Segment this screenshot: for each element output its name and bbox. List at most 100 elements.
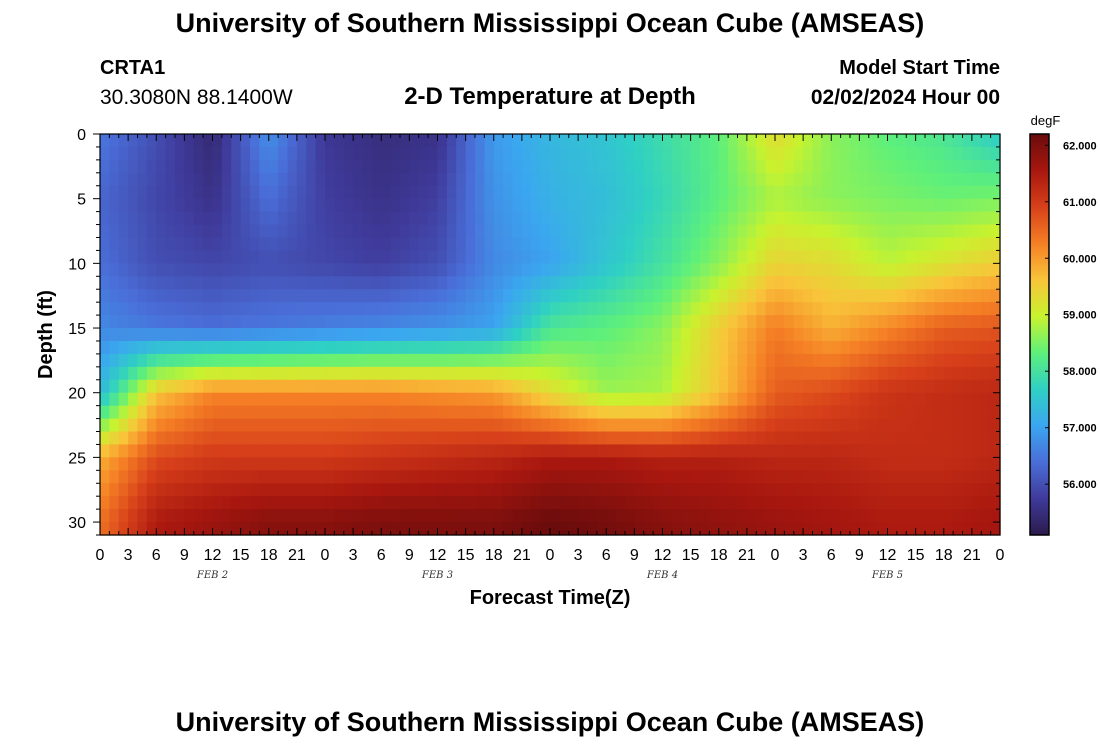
heatmap-cell [793, 315, 804, 329]
heatmap-cell [662, 431, 673, 446]
heatmap-cell [840, 483, 851, 497]
heatmap-cell [278, 418, 289, 433]
heatmap-cell [606, 198, 617, 213]
heatmap-cell [718, 457, 729, 471]
heatmap-cell [484, 185, 495, 200]
x-tick-label: 18 [710, 547, 728, 564]
heatmap-cell [353, 457, 364, 471]
heatmap-cell [671, 522, 682, 536]
heatmap-cell [250, 237, 260, 252]
heatmap-cell [690, 289, 701, 303]
heatmap-cell [596, 211, 607, 226]
heatmap-cell [381, 483, 392, 497]
heatmap-cell [971, 340, 982, 355]
heatmap-cell [221, 276, 232, 290]
heatmap-cell [840, 302, 851, 316]
heatmap-cell [990, 483, 1001, 497]
x-tick-label: 6 [152, 547, 161, 564]
heatmap-cell [606, 302, 617, 316]
heatmap-cell [418, 250, 429, 264]
heatmap-cell [812, 496, 823, 510]
heatmap-cell [990, 470, 1001, 484]
heatmap-cell [221, 224, 232, 239]
heatmap-cell [184, 353, 195, 368]
heatmap-cell [925, 185, 935, 200]
heatmap-cell [981, 134, 992, 148]
heatmap-cell [137, 185, 148, 200]
heatmap-cell [390, 315, 401, 329]
heatmap-cell [915, 250, 926, 264]
heatmap-cell [203, 302, 214, 316]
heatmap-cell [793, 509, 804, 523]
heatmap-cell [990, 172, 1001, 187]
heatmap-cell [175, 328, 185, 342]
heatmap-cell [868, 263, 879, 277]
heatmap-cell [681, 237, 692, 252]
heatmap-cell [662, 185, 673, 200]
heatmap-cell [231, 134, 242, 148]
heatmap-cell [850, 418, 860, 433]
heatmap-cell [578, 522, 589, 536]
heatmap-cell [840, 457, 851, 471]
heatmap-cell [118, 405, 129, 420]
heatmap-cell [671, 211, 682, 226]
heatmap-cell [700, 483, 710, 497]
heatmap-cell [343, 509, 354, 523]
heatmap-cell [737, 483, 748, 497]
heatmap-cell [484, 405, 495, 420]
heatmap-cell [437, 276, 448, 290]
heatmap-cell [981, 302, 992, 316]
heatmap-cell [728, 211, 739, 226]
heatmap-cell [437, 198, 448, 213]
heatmap-cell [700, 509, 710, 523]
heatmap-cell [400, 366, 410, 381]
heatmap-cell [606, 379, 617, 394]
heatmap-cell [446, 392, 457, 407]
heatmap-cell [887, 328, 898, 342]
heatmap-cell [990, 496, 1001, 510]
heatmap-cell [812, 289, 823, 303]
heatmap-cell [184, 418, 195, 433]
heatmap-cell [118, 457, 129, 471]
heatmap-cell [371, 392, 382, 407]
heatmap-cell [878, 276, 889, 290]
colorbar-unit-label: degF [1031, 113, 1061, 128]
heatmap-cell [362, 366, 373, 381]
heatmap-cell [184, 224, 195, 239]
heatmap-cell [896, 496, 907, 510]
heatmap-cell [671, 470, 682, 484]
heatmap-cell [446, 509, 457, 523]
heatmap-cell [128, 366, 139, 381]
heatmap-cell [521, 276, 532, 290]
heatmap-cell [521, 392, 532, 407]
heatmap-cell [756, 522, 767, 536]
heatmap-cell [418, 263, 429, 277]
heatmap-cell [953, 276, 964, 290]
heatmap-cell [765, 470, 776, 484]
heatmap-cell [540, 198, 551, 213]
heatmap-cell [765, 302, 776, 316]
heatmap-cell [700, 353, 710, 368]
heatmap-cell [390, 263, 401, 277]
heatmap-cell [662, 340, 673, 355]
heatmap-cell [231, 431, 242, 446]
heatmap-cell [287, 509, 298, 523]
heatmap-cell [653, 328, 664, 342]
heatmap-cell [906, 379, 917, 394]
heatmap-cell [193, 392, 204, 407]
heatmap-cell [728, 340, 739, 355]
heatmap-cell [137, 328, 148, 342]
heatmap-cell [671, 276, 682, 290]
heatmap-cell [793, 237, 804, 252]
heatmap-cell [409, 340, 420, 355]
heatmap-cell [250, 289, 260, 303]
heatmap-cell [221, 198, 232, 213]
heatmap-cell [371, 172, 382, 187]
heatmap-cell [840, 250, 851, 264]
heatmap-cell [278, 159, 289, 174]
heatmap-cell [362, 328, 373, 342]
heatmap-cell [493, 224, 504, 239]
heatmap-cell [493, 276, 504, 290]
heatmap-cell [343, 185, 354, 200]
heatmap-cell [878, 263, 889, 277]
